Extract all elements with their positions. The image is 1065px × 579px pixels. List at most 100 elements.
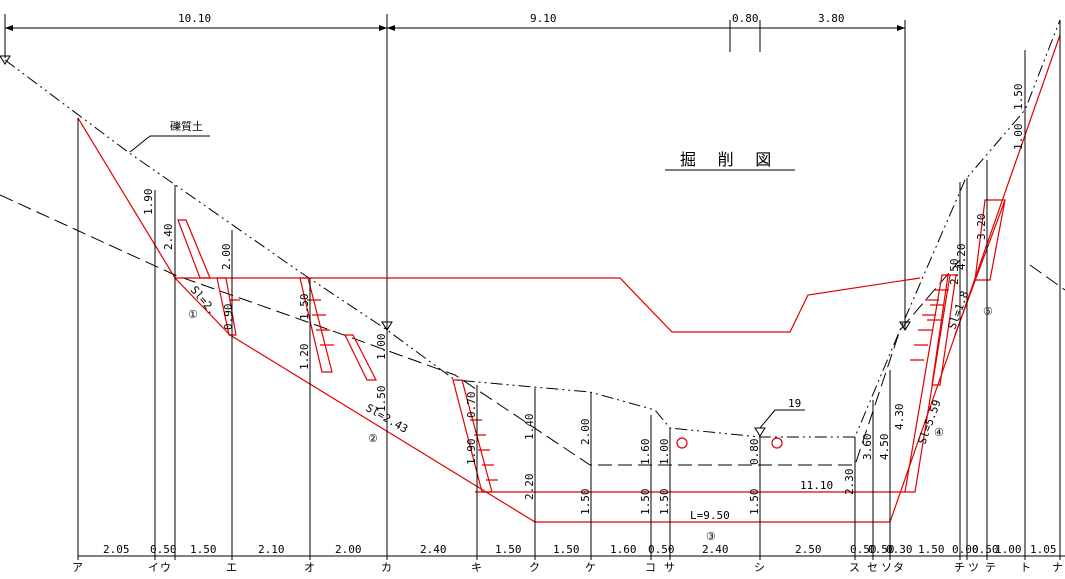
dim-label: 1.50 xyxy=(658,489,671,516)
station-label: ア xyxy=(72,561,83,574)
station-label: イ xyxy=(148,561,159,574)
circled-number: ⑤ xyxy=(983,305,993,318)
dim-label: 3.20 xyxy=(975,214,988,241)
station-label: コ xyxy=(645,561,656,574)
strut-box xyxy=(216,277,237,336)
station-label: キ xyxy=(471,561,482,574)
bottom-dim-label: 0.50 xyxy=(150,543,177,556)
strut-box xyxy=(452,379,493,493)
strut-box xyxy=(344,334,377,381)
dim-label: 1.50 xyxy=(639,489,652,516)
circled-number: ③ xyxy=(706,530,716,543)
dim-label: 2.40 xyxy=(162,224,175,251)
dim-label: 1.60 xyxy=(639,439,652,466)
station-label: ク xyxy=(529,561,540,574)
dim-label: 0.90 xyxy=(222,304,235,331)
top-dim-label: 10.10 xyxy=(178,12,211,25)
hatch-marks xyxy=(910,289,949,361)
bottom-dim-label: 0.50 xyxy=(648,543,675,556)
water-level-icon xyxy=(0,55,11,65)
station-label: エ xyxy=(226,561,237,574)
dim-label: 2.50 xyxy=(948,259,961,286)
water-level-icon xyxy=(754,427,766,437)
station-label: ト xyxy=(1020,561,1031,574)
soil-label: 礫質土 xyxy=(170,119,203,133)
bottom-dim-label: 2.40 xyxy=(420,543,447,556)
station-label: オ xyxy=(304,561,315,574)
station-label: ツ xyxy=(968,561,979,574)
bottom-dim-label: 1.50 xyxy=(918,543,945,556)
station-label: ウ xyxy=(160,561,171,574)
drawing-title: 掘 削 図 xyxy=(680,150,777,169)
station-label: ケ xyxy=(585,561,596,574)
water-level-icon xyxy=(381,321,393,331)
dim-label: 1.50 xyxy=(579,489,592,516)
station-lines xyxy=(77,20,1061,560)
original-ground-line xyxy=(4,19,1061,438)
station-labels: ア イ ウ エ オ カ キ ク ケ コ サ シ ス セ ソ タ チ ツ テ ト … xyxy=(72,561,1063,574)
soil-boundary-line xyxy=(0,194,961,466)
bottom-dim-label: 0.50 xyxy=(972,543,999,556)
dim-label: 2.00 xyxy=(220,244,233,271)
arrow-head xyxy=(387,25,395,31)
soil-label-leader xyxy=(129,135,151,153)
length-label: L=9.50 xyxy=(690,509,730,522)
pipe-circle xyxy=(676,437,688,449)
bottom-dim-label: 0.50 xyxy=(850,543,877,556)
strut-box xyxy=(931,274,957,386)
bottom-dim-label: 1.50 xyxy=(553,543,580,556)
station-label: チ xyxy=(954,561,965,574)
dim-label: 1.20 xyxy=(298,344,311,371)
design-surface-line xyxy=(175,277,921,333)
dim-label: 1.00 xyxy=(375,334,388,361)
circled-number: ④ xyxy=(934,426,944,439)
dim-label: 1.50 xyxy=(748,489,761,516)
bottom-dim-label: 0.00 xyxy=(952,543,979,556)
bottom-dim-label: 1.00 xyxy=(995,543,1022,556)
bottom-dim-label: 2.40 xyxy=(702,543,729,556)
dim-label: 1.50 xyxy=(375,386,388,413)
dim-label: 2.00 xyxy=(579,419,592,446)
strut-box xyxy=(299,277,333,373)
dim-label: 4.20 xyxy=(955,244,968,271)
bottom-dim-label: 2.50 xyxy=(795,543,822,556)
red-slope-line xyxy=(954,199,1006,336)
dim-label: 4.50 xyxy=(878,434,891,461)
station-label: テ xyxy=(985,561,996,574)
top-dim-label: 9.10 xyxy=(530,12,557,25)
slope-label: Sl=1.8 xyxy=(946,289,972,331)
bottom-dim-label: 1.60 xyxy=(610,543,637,556)
station-label: セ xyxy=(867,561,878,574)
excavation-profile xyxy=(77,34,1061,523)
station-label: タ xyxy=(893,561,904,574)
bottom-dim-label: 0.30 xyxy=(886,543,913,556)
circled-number: ① xyxy=(188,308,198,321)
marker-label: 19 xyxy=(788,397,801,410)
bottom-dim-label: 1.05 xyxy=(1030,543,1057,556)
top-dim-label: 3.80 xyxy=(818,12,845,25)
pipe-circle xyxy=(771,437,783,449)
bottom-dim-label: 1.50 xyxy=(190,543,217,556)
dim-label: 4.30 xyxy=(893,404,906,431)
strut-box xyxy=(974,199,1006,281)
bottom-dimension-group: 2.05 0.50 1.50 2.10 2.00 2.40 1.50 1.50 … xyxy=(78,543,1065,557)
strut-box xyxy=(177,219,211,279)
soil-boundary-line xyxy=(1029,264,1065,291)
dim-label: 1.00 xyxy=(658,439,671,466)
station-label: ソ xyxy=(881,561,892,574)
bottom-dim-label: 1.50 xyxy=(495,543,522,556)
bottom-dim-label: 0.50 xyxy=(868,543,895,556)
arrow-head xyxy=(379,25,387,31)
station-label: サ xyxy=(664,561,675,574)
vertical-dim-labels: 1.90 2.40 2.00 1.50 1.20 1.00 1.50 0.90 … xyxy=(142,84,1025,516)
bottom-dim-label: 2.10 xyxy=(258,543,285,556)
bottom-dim-label: 2.00 xyxy=(335,543,362,556)
dim-label: 1.40 xyxy=(523,414,536,441)
bottom-dim-label: 2.05 xyxy=(103,543,130,556)
excavation-outline xyxy=(77,34,1061,523)
dim-label: 1.00 xyxy=(1012,124,1025,151)
top-dim-label: 0.80 xyxy=(732,12,759,25)
dim-label: 2.20 xyxy=(523,474,536,501)
